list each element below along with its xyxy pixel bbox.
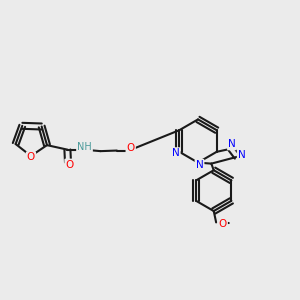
Text: N: N <box>228 139 236 149</box>
Text: O: O <box>27 152 35 163</box>
Text: O: O <box>219 219 227 229</box>
Text: NH: NH <box>77 142 92 152</box>
Text: O: O <box>127 143 135 153</box>
Text: O: O <box>65 160 74 170</box>
Text: N: N <box>172 148 180 158</box>
Text: N: N <box>238 150 246 160</box>
Text: N: N <box>196 160 203 170</box>
